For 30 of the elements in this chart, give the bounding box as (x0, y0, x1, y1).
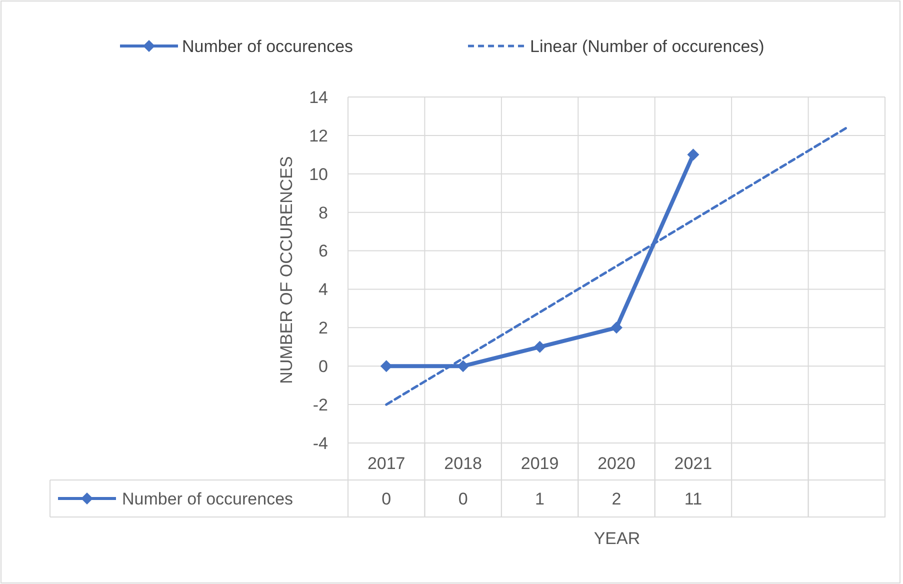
legend-label: Linear (Number of occurences) (530, 36, 764, 56)
legend-label: Number of occurences (182, 36, 354, 56)
x-tick-label: 2021 (674, 454, 712, 473)
y-tick-label: 4 (318, 280, 328, 300)
data-label: 1 (535, 489, 545, 508)
y-tick-label: 0 (318, 357, 328, 376)
point (457, 360, 470, 372)
y-tick-label: 10 (309, 164, 328, 184)
x-tick-label: 2019 (520, 454, 559, 473)
point (534, 340, 546, 353)
y-tick-label: 12 (309, 126, 328, 146)
x-tick-label: 2020 (598, 454, 636, 473)
x-tick-label: 2017 (367, 454, 406, 473)
y-axis-title: NUMBER OF OCCURENCES (276, 156, 296, 384)
line-series (385, 126, 848, 406)
y-tick-label: 14 (309, 88, 328, 107)
point (610, 322, 622, 334)
y-tick-label: 2 (318, 318, 328, 338)
y-tick-label: -4 (312, 434, 328, 453)
data-label: 2 (612, 489, 622, 508)
text: Number of occurences (122, 489, 294, 508)
x-tick-label: 2018 (444, 454, 482, 473)
y-tick-label: 6 (318, 242, 328, 261)
y-tick-label: 8 (318, 203, 328, 222)
y-tick-label: -2 (312, 396, 328, 415)
x-axis-title: YEAR (594, 528, 640, 548)
data-label: 11 (684, 489, 702, 508)
point (687, 148, 700, 161)
data-label: 0 (458, 489, 468, 508)
data-label: 0 (382, 489, 392, 508)
